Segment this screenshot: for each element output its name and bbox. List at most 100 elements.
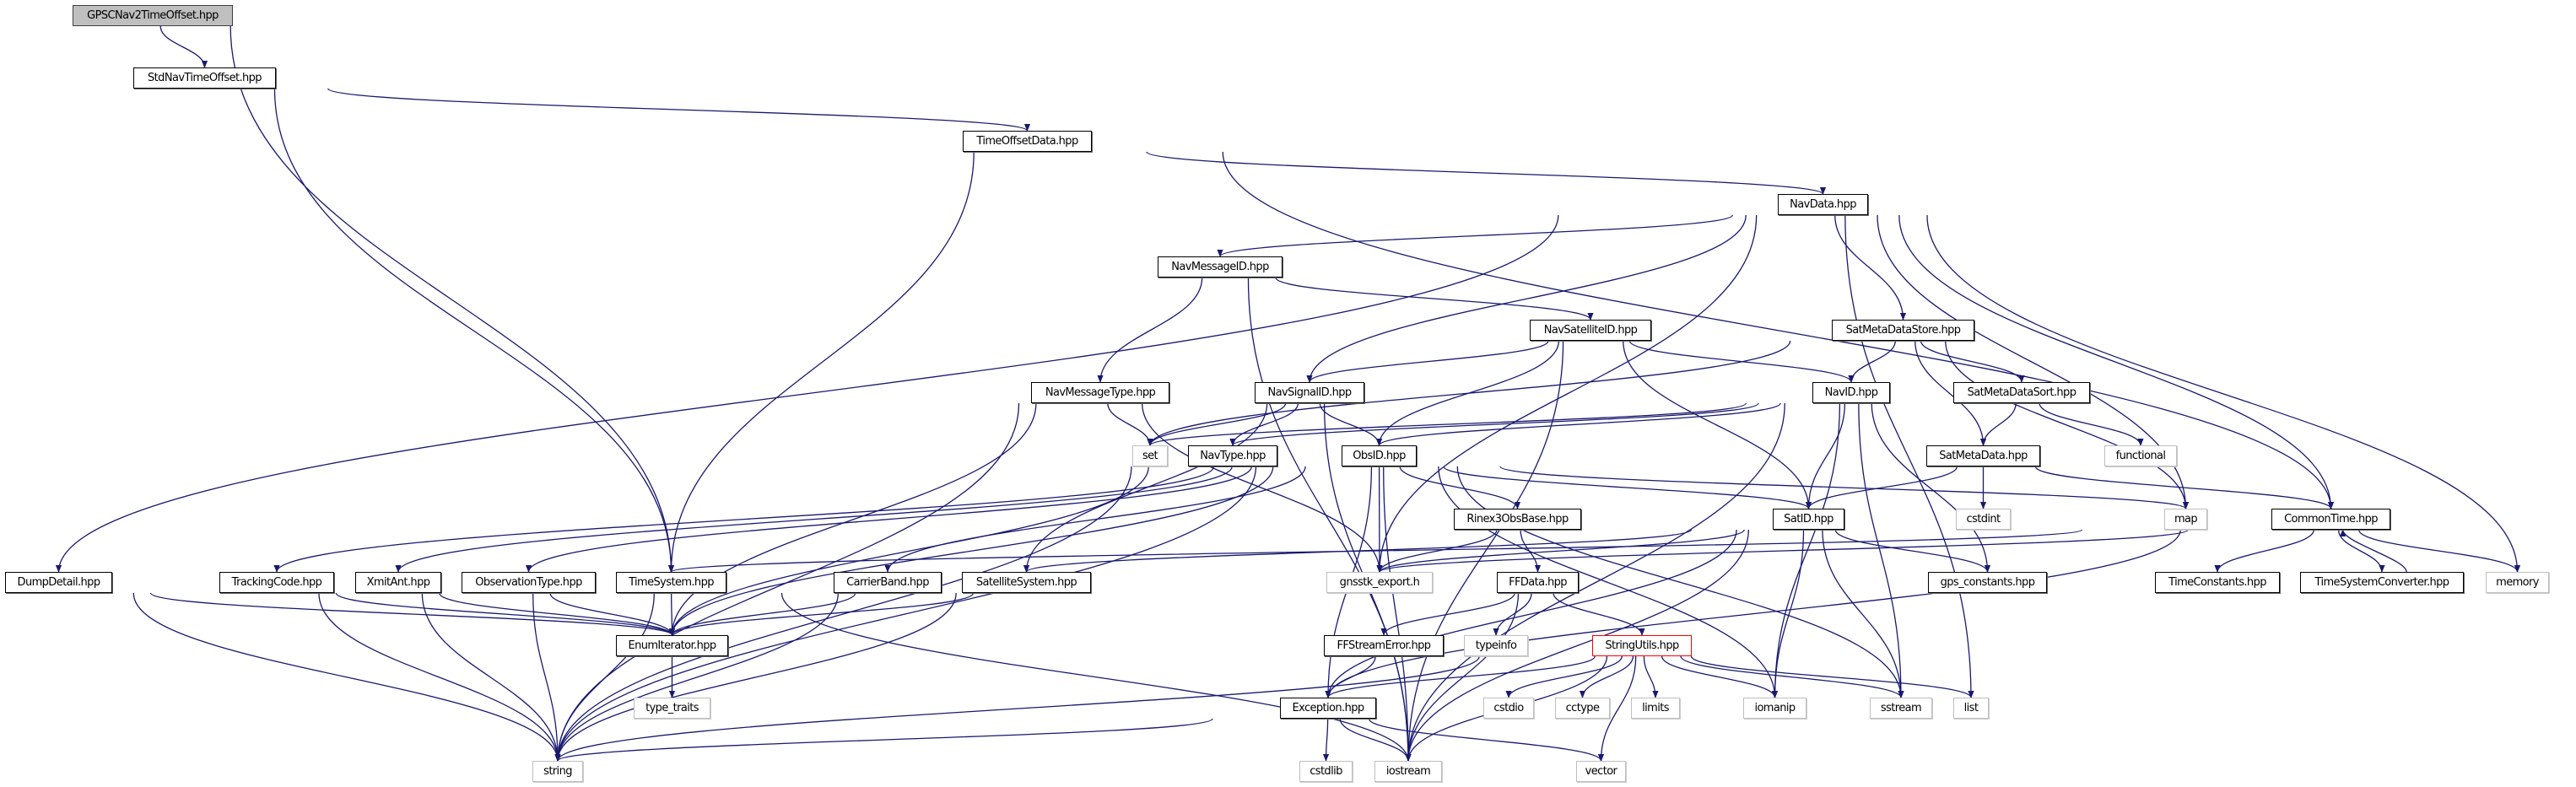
- node-cstdint[interactable]: cstdint: [1956, 509, 2011, 530]
- node-navtype[interactable]: NavType.hpp: [1188, 445, 1277, 466]
- edge-obsid-to-map: [1499, 466, 2189, 509]
- edge-satid-to-sstream: [1822, 529, 1904, 698]
- edge-navid-to-set: [1147, 402, 1747, 446]
- node-exception[interactable]: Exception.hpp: [1280, 698, 1376, 719]
- node-observationtype[interactable]: ObservationType.hpp: [462, 572, 596, 593]
- node-limits[interactable]: limits: [1631, 698, 1680, 719]
- edge-satmetadatasort-to-functional: [2039, 402, 2144, 446]
- edge-obsid-to-iostream: [1383, 466, 1412, 762]
- edge-xmitant-to-enumiterator: [439, 592, 676, 636]
- edge-navsatelliteid-to-navid: [1628, 340, 1855, 383]
- node-commontime[interactable]: CommonTime.hpp: [2271, 509, 2390, 530]
- edge-navmessageid-to-navmessagetype: [1097, 277, 1203, 383]
- node-satid[interactable]: SatID.hpp: [1773, 509, 1844, 530]
- edge-stringutils-to-cctype: [1579, 655, 1634, 698]
- node-gnsstk-export[interactable]: gnsstk_export.h: [1326, 572, 1433, 593]
- node-ffdata[interactable]: FFData.hpp: [1497, 572, 1579, 593]
- node-obsid[interactable]: ObsID.hpp: [1342, 445, 1417, 466]
- edge-trackingcode-to-enumiterator: [335, 592, 675, 636]
- node-iomanip[interactable]: iomanip: [1743, 698, 1806, 719]
- node-string[interactable]: string: [532, 761, 583, 782]
- node-functional[interactable]: functional: [2104, 445, 2177, 466]
- node-map[interactable]: map: [2164, 509, 2207, 530]
- edge-satellitesystem-to-string: [554, 592, 957, 762]
- edge-satmetadatastore-to-set: [1147, 340, 1791, 446]
- node-navmessagetype[interactable]: NavMessageType.hpp: [1031, 382, 1169, 403]
- edge-satmetadatastore-to-satmetadatasort: [1920, 340, 2025, 383]
- node-trackingcode[interactable]: TrackingCode.hpp: [219, 572, 334, 593]
- node-navid[interactable]: NavID.hpp: [1812, 382, 1890, 403]
- edge-commontime-to-exception: [1325, 529, 2181, 698]
- node-satellitesystem[interactable]: SatelliteSystem.hpp: [962, 572, 1091, 593]
- edge-stdnavtimeoffset-to-timeoffsetdata: [327, 88, 1030, 132]
- edge-navdata-to-navsignalid: [1306, 214, 1747, 383]
- node-type-traits[interactable]: type_traits: [634, 698, 710, 719]
- edge-navmessagetype-to-enumiterator: [668, 402, 1037, 636]
- edge-navsatelliteid-to-satid: [1623, 340, 1812, 509]
- node-gps-constants[interactable]: gps_constants.hpp: [1928, 572, 2047, 593]
- edge-obsid-to-satid: [1443, 466, 1812, 509]
- edge-navdata-to-memory: [1926, 214, 2521, 573]
- node-cctype[interactable]: cctype: [1555, 698, 1610, 719]
- node-sstream[interactable]: sstream: [1870, 698, 1932, 719]
- edge-obsid-to-enumiterator: [668, 466, 1274, 636]
- edge-commontime-to-memory: [2358, 529, 2521, 573]
- node-vector[interactable]: vector: [1576, 761, 1626, 782]
- node-cstdio[interactable]: cstdio: [1483, 698, 1534, 719]
- node-satmetadata[interactable]: SatMetaData.hpp: [1926, 445, 2040, 466]
- edge-navdata-to-satmetadatastore: [1834, 214, 1907, 321]
- node-timeconstants[interactable]: TimeConstants.hpp: [2155, 572, 2280, 593]
- edge-navmessagetype-to-set: [1107, 402, 1153, 446]
- edge-navdata-to-list: [1844, 214, 1974, 698]
- edge-carrierband-to-enumiterator: [668, 592, 856, 636]
- edge-satmetadatastore-to-satmetadata: [1914, 340, 1987, 446]
- node-timesystem[interactable]: TimeSystem.hpp: [616, 572, 726, 593]
- edge-stringutils-to-vector: [1597, 655, 1637, 762]
- node-cstdlib[interactable]: cstdlib: [1299, 761, 1353, 782]
- node-navdata[interactable]: NavData.hpp: [1778, 194, 1868, 215]
- edge-dumpdetail-to-string: [132, 592, 561, 762]
- node-timeoffsetdata[interactable]: TimeOffsetData.hpp: [963, 131, 1092, 152]
- node-enumiterator[interactable]: EnumIterator.hpp: [616, 635, 728, 656]
- edge-satmetadata-to-satid: [1805, 466, 1958, 509]
- node-list[interactable]: list: [1953, 698, 1989, 719]
- node-satmetadatastore[interactable]: SatMetaDataStore.hpp: [1832, 320, 1974, 341]
- node-stdnavtimeoffset[interactable]: StdNavTimeOffset.hpp: [133, 67, 276, 89]
- node-stringutils[interactable]: StringUtils.hpp: [1592, 635, 1692, 656]
- node-timesystemconverter[interactable]: TimeSystemConverter.hpp: [2300, 572, 2464, 593]
- edge-stringutils-to-list: [1690, 655, 1974, 698]
- edge-navmessageid-to-navsatelliteid: [1275, 277, 1594, 321]
- edge-satid-to-gps_constants: [1834, 529, 1991, 573]
- node-typeinfo[interactable]: typeinfo: [1464, 635, 1528, 656]
- edge-stringutils-to-sstream: [1680, 655, 1904, 698]
- node-satmetadatasort[interactable]: SatMetaDataSort.hpp: [1953, 382, 2090, 403]
- edge-navdata-to-commontime: [1898, 214, 2335, 509]
- edge-timesystem-to-iostream: [780, 592, 1412, 762]
- edge-satmetadatastore-to-map: [1945, 340, 2190, 509]
- edge-rinex3obsbase-to-ffdata: [1520, 529, 1542, 573]
- edge-obsid-to-trackingcode: [273, 466, 1215, 573]
- edge-satmetadatasort-to-satmetadata: [1979, 402, 2017, 446]
- node-navmessageid[interactable]: NavMessageID.hpp: [1158, 256, 1283, 278]
- edge-navid-to-navtype: [1229, 402, 1759, 446]
- edge-commontime-to-timesystem: [668, 529, 2083, 573]
- node-iostream[interactable]: iostream: [1374, 761, 1442, 782]
- edge-navid-to-obsid: [1376, 402, 1781, 446]
- edge-obsid-to-rinex3obsbase: [1399, 466, 1521, 509]
- edge-timesystemconverter-to-commontime: [2340, 529, 2407, 573]
- node-rinex3obsbase[interactable]: Rinex3ObsBase.hpp: [1454, 509, 1581, 530]
- node-gpscnav2timeoffset: GPSCNav2TimeOffset.hpp: [73, 5, 233, 26]
- node-ffstreamerror[interactable]: FFStreamError.hpp: [1324, 635, 1444, 656]
- node-carrierband[interactable]: CarrierBand.hpp: [834, 572, 942, 593]
- node-xmitant[interactable]: XmitAnt.hpp: [355, 572, 441, 593]
- edge-satmetadata-to-commontime: [2034, 466, 2335, 509]
- edge-satellitesystem-to-enumiterator: [668, 592, 975, 636]
- node-navsatelliteid[interactable]: NavSatelliteID.hpp: [1530, 320, 1651, 341]
- node-dumpdetail[interactable]: DumpDetail.hpp: [5, 572, 112, 593]
- edge-gpscnav2timeoffset-to-timesystem: [230, 25, 675, 573]
- node-memory[interactable]: memory: [2486, 572, 2549, 593]
- edge-navsignalid-to-obsid: [1319, 402, 1383, 446]
- node-navsignalid[interactable]: NavSignalID.hpp: [1255, 382, 1364, 403]
- node-set[interactable]: set: [1132, 445, 1168, 466]
- edge-xmitant-to-string: [421, 592, 561, 762]
